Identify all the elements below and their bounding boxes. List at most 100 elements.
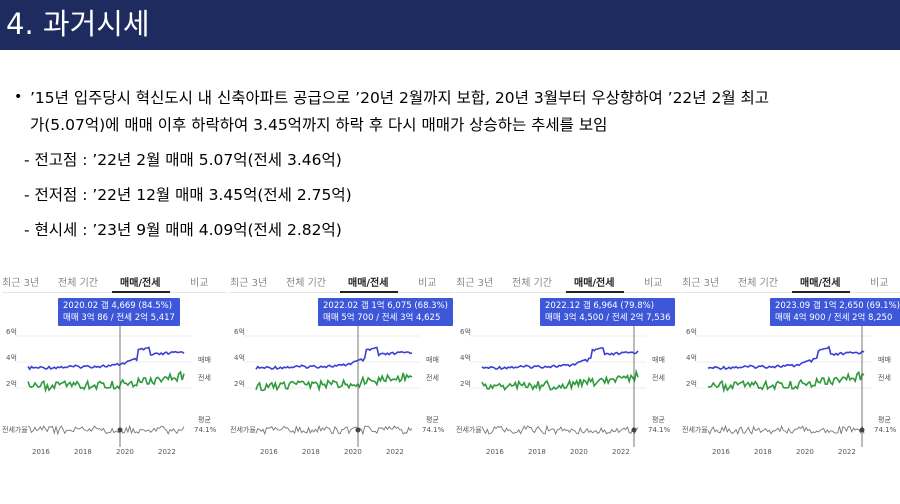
jeonse-price-line xyxy=(255,372,413,393)
x-tick-label: 2016 xyxy=(260,448,278,456)
tooltip-price-line: 매매 4억 900 / 전세 2억 8,250 xyxy=(775,313,893,323)
tab-compare[interactable]: 비교 xyxy=(190,278,209,289)
x-tick-label: 2022 xyxy=(158,448,176,456)
sale-series-label: 매매 xyxy=(426,356,439,364)
hover-point xyxy=(355,427,361,433)
summary-line-1: ’15년 입주당시 혁신도시 내 신축아파트 공급으로 ’20년 2월까지 보합… xyxy=(30,89,770,107)
tooltip-gap-line: 2022.12 갭 6,964 (79.8%) xyxy=(545,301,655,311)
price-tooltip: 2023.09 갭 1억 2,650 (69.1%) 매매 4억 900 / 전세… xyxy=(770,298,900,326)
bullet-dot: • xyxy=(14,89,23,105)
jeonse-price-line xyxy=(707,370,865,394)
tab-compare[interactable]: 비교 xyxy=(870,278,889,289)
ratio-label: 전세가율 xyxy=(682,425,708,434)
tooltip-price-line: 매매 5억 700 / 전세 3억 4,625 xyxy=(323,313,441,323)
tooltip-gap-line: 2020.02 갭 4,669 (84.5%) xyxy=(63,301,173,311)
x-tick-label: 2016 xyxy=(712,448,730,456)
sale-price-line xyxy=(481,347,639,370)
x-tick-label: 2016 xyxy=(32,448,50,456)
tab-recent-3y[interactable]: 최근 3년 xyxy=(230,278,268,289)
tooltip-price-line: 매매 3억 4,500 / 전세 2억 7,536 xyxy=(545,313,671,323)
x-tick-label: 2016 xyxy=(486,448,504,456)
y-tick-label: 6억 xyxy=(234,328,245,336)
chart-panel: 최근 3년 전체 기간 매매/전세 비교 6억 4억 2억 매매 전세 평균 74.1% 전세가율 20… xyxy=(2,262,227,462)
summary-low: - 전저점 : ’22년 12월 매매 3.45억(전세 2.75억) xyxy=(24,186,352,204)
tab-recent-3y[interactable]: 최근 3년 xyxy=(2,278,40,289)
y-tick-label: 4억 xyxy=(460,354,471,362)
active-tab-underline xyxy=(792,291,850,293)
y-tick-label: 2억 xyxy=(6,380,17,388)
jeonse-ratio-line xyxy=(255,424,413,436)
ratio-label: 전세가율 xyxy=(456,425,482,434)
title-bar: 4. 과거시세 xyxy=(0,0,900,50)
tab-recent-3y[interactable]: 최근 3년 xyxy=(682,278,720,289)
y-tick-label: 6억 xyxy=(686,328,697,336)
x-tick-label: 2022 xyxy=(612,448,630,456)
tooltip-price-line: 매매 3억 86 / 전세 2억 5,417 xyxy=(63,313,175,323)
hover-point xyxy=(859,427,865,433)
x-tick-label: 2022 xyxy=(838,448,856,456)
tab-sale-jeonse[interactable]: 매매/전세 xyxy=(574,278,615,289)
y-tick-label: 4억 xyxy=(686,354,697,362)
tooltip-gap-line: 2023.09 갭 1억 2,650 (69.1%) xyxy=(775,301,900,311)
y-tick-label: 6억 xyxy=(460,328,471,336)
jeonse-ratio-line xyxy=(481,424,639,436)
sale-price-line xyxy=(27,346,185,371)
chart-panel: 최근 3년 전체 기간 매매/전세 비교 6억 4억 2억 매매 전세 평균 74.1% 전세가율 20… xyxy=(682,262,900,462)
x-tick-label: 2018 xyxy=(302,448,320,456)
tab-all-period[interactable]: 전체 기간 xyxy=(286,278,326,289)
avg-label: 평균 xyxy=(652,415,665,424)
tab-compare[interactable]: 비교 xyxy=(644,278,663,289)
page-title: 4. 과거시세 xyxy=(6,7,150,41)
jeonse-series-label: 전세 xyxy=(426,373,439,382)
x-tick-label: 2020 xyxy=(344,448,362,456)
tooltip-gap-line: 2022.02 갭 1억 6,075 (68.3%) xyxy=(323,301,448,311)
tab-sale-jeonse[interactable]: 매매/전세 xyxy=(348,278,389,289)
avg-value: 74.1% xyxy=(648,426,671,434)
jeonse-price-line xyxy=(27,370,185,394)
x-tick-label: 2022 xyxy=(386,448,404,456)
chart-tabs: 최근 3년 전체 기간 매매/전세 비교 xyxy=(682,268,900,293)
active-tab-underline xyxy=(566,291,624,293)
chart-panel: 최근 3년 전체 기간 매매/전세 비교 6억 4억 2억 매매 전세 평균 74.1% 전세가율 20… xyxy=(230,262,455,462)
hover-point xyxy=(631,427,637,433)
price-tooltip: 2022.12 갭 6,964 (79.8%) 매매 3억 4,500 / 전세 … xyxy=(540,298,676,326)
sale-series-label: 매매 xyxy=(652,356,665,364)
ratio-label: 전세가율 xyxy=(230,425,256,434)
x-tick-label: 2018 xyxy=(74,448,92,456)
tab-all-period[interactable]: 전체 기간 xyxy=(58,278,98,289)
sale-series-label: 매매 xyxy=(198,356,211,364)
summary-line-2: 가(5.07억)에 매매 이후 하락하여 3.45억까지 하락 후 다시 매매가… xyxy=(30,116,608,134)
tab-sale-jeonse[interactable]: 매매/전세 xyxy=(800,278,841,289)
ratio-label: 전세가율 xyxy=(2,425,28,434)
jeonse-price-line xyxy=(481,368,639,392)
y-tick-label: 4억 xyxy=(234,354,245,362)
y-tick-label: 4억 xyxy=(6,354,17,362)
tab-recent-3y[interactable]: 최근 3년 xyxy=(456,278,494,289)
active-tab-underline xyxy=(340,291,398,293)
chart-panel: 최근 3년 전체 기간 매매/전세 비교 6억 4억 2억 매매 전세 평균 74.1% 전세가율 20… xyxy=(456,262,681,462)
y-tick-label: 2억 xyxy=(234,380,245,388)
summary-current: - 현시세 : ’23년 9월 매매 4.09억(전세 2.82억) xyxy=(24,221,342,239)
price-tooltip: 2022.02 갭 1억 6,075 (68.3%) 매매 5억 700 / 전세… xyxy=(318,298,453,326)
avg-label: 평균 xyxy=(878,415,891,424)
tab-compare[interactable]: 비교 xyxy=(418,278,437,289)
sale-series-label: 매매 xyxy=(878,356,891,364)
tab-sale-jeonse[interactable]: 매매/전세 xyxy=(120,278,161,289)
sale-price-line xyxy=(707,345,865,370)
avg-value: 74.1% xyxy=(874,426,897,434)
tab-all-period[interactable]: 전체 기간 xyxy=(738,278,778,289)
x-tick-label: 2018 xyxy=(528,448,546,456)
jeonse-series-label: 전세 xyxy=(198,373,211,382)
x-tick-label: 2020 xyxy=(570,448,588,456)
avg-label: 평균 xyxy=(198,415,211,424)
jeonse-ratio-line xyxy=(707,424,865,436)
avg-value: 74.1% xyxy=(194,426,217,434)
jeonse-series-label: 전세 xyxy=(878,373,891,382)
chart-tabs: 최근 3년 전체 기간 매매/전세 비교 xyxy=(2,268,227,293)
tab-all-period[interactable]: 전체 기간 xyxy=(512,278,552,289)
avg-value: 74.1% xyxy=(422,426,445,434)
